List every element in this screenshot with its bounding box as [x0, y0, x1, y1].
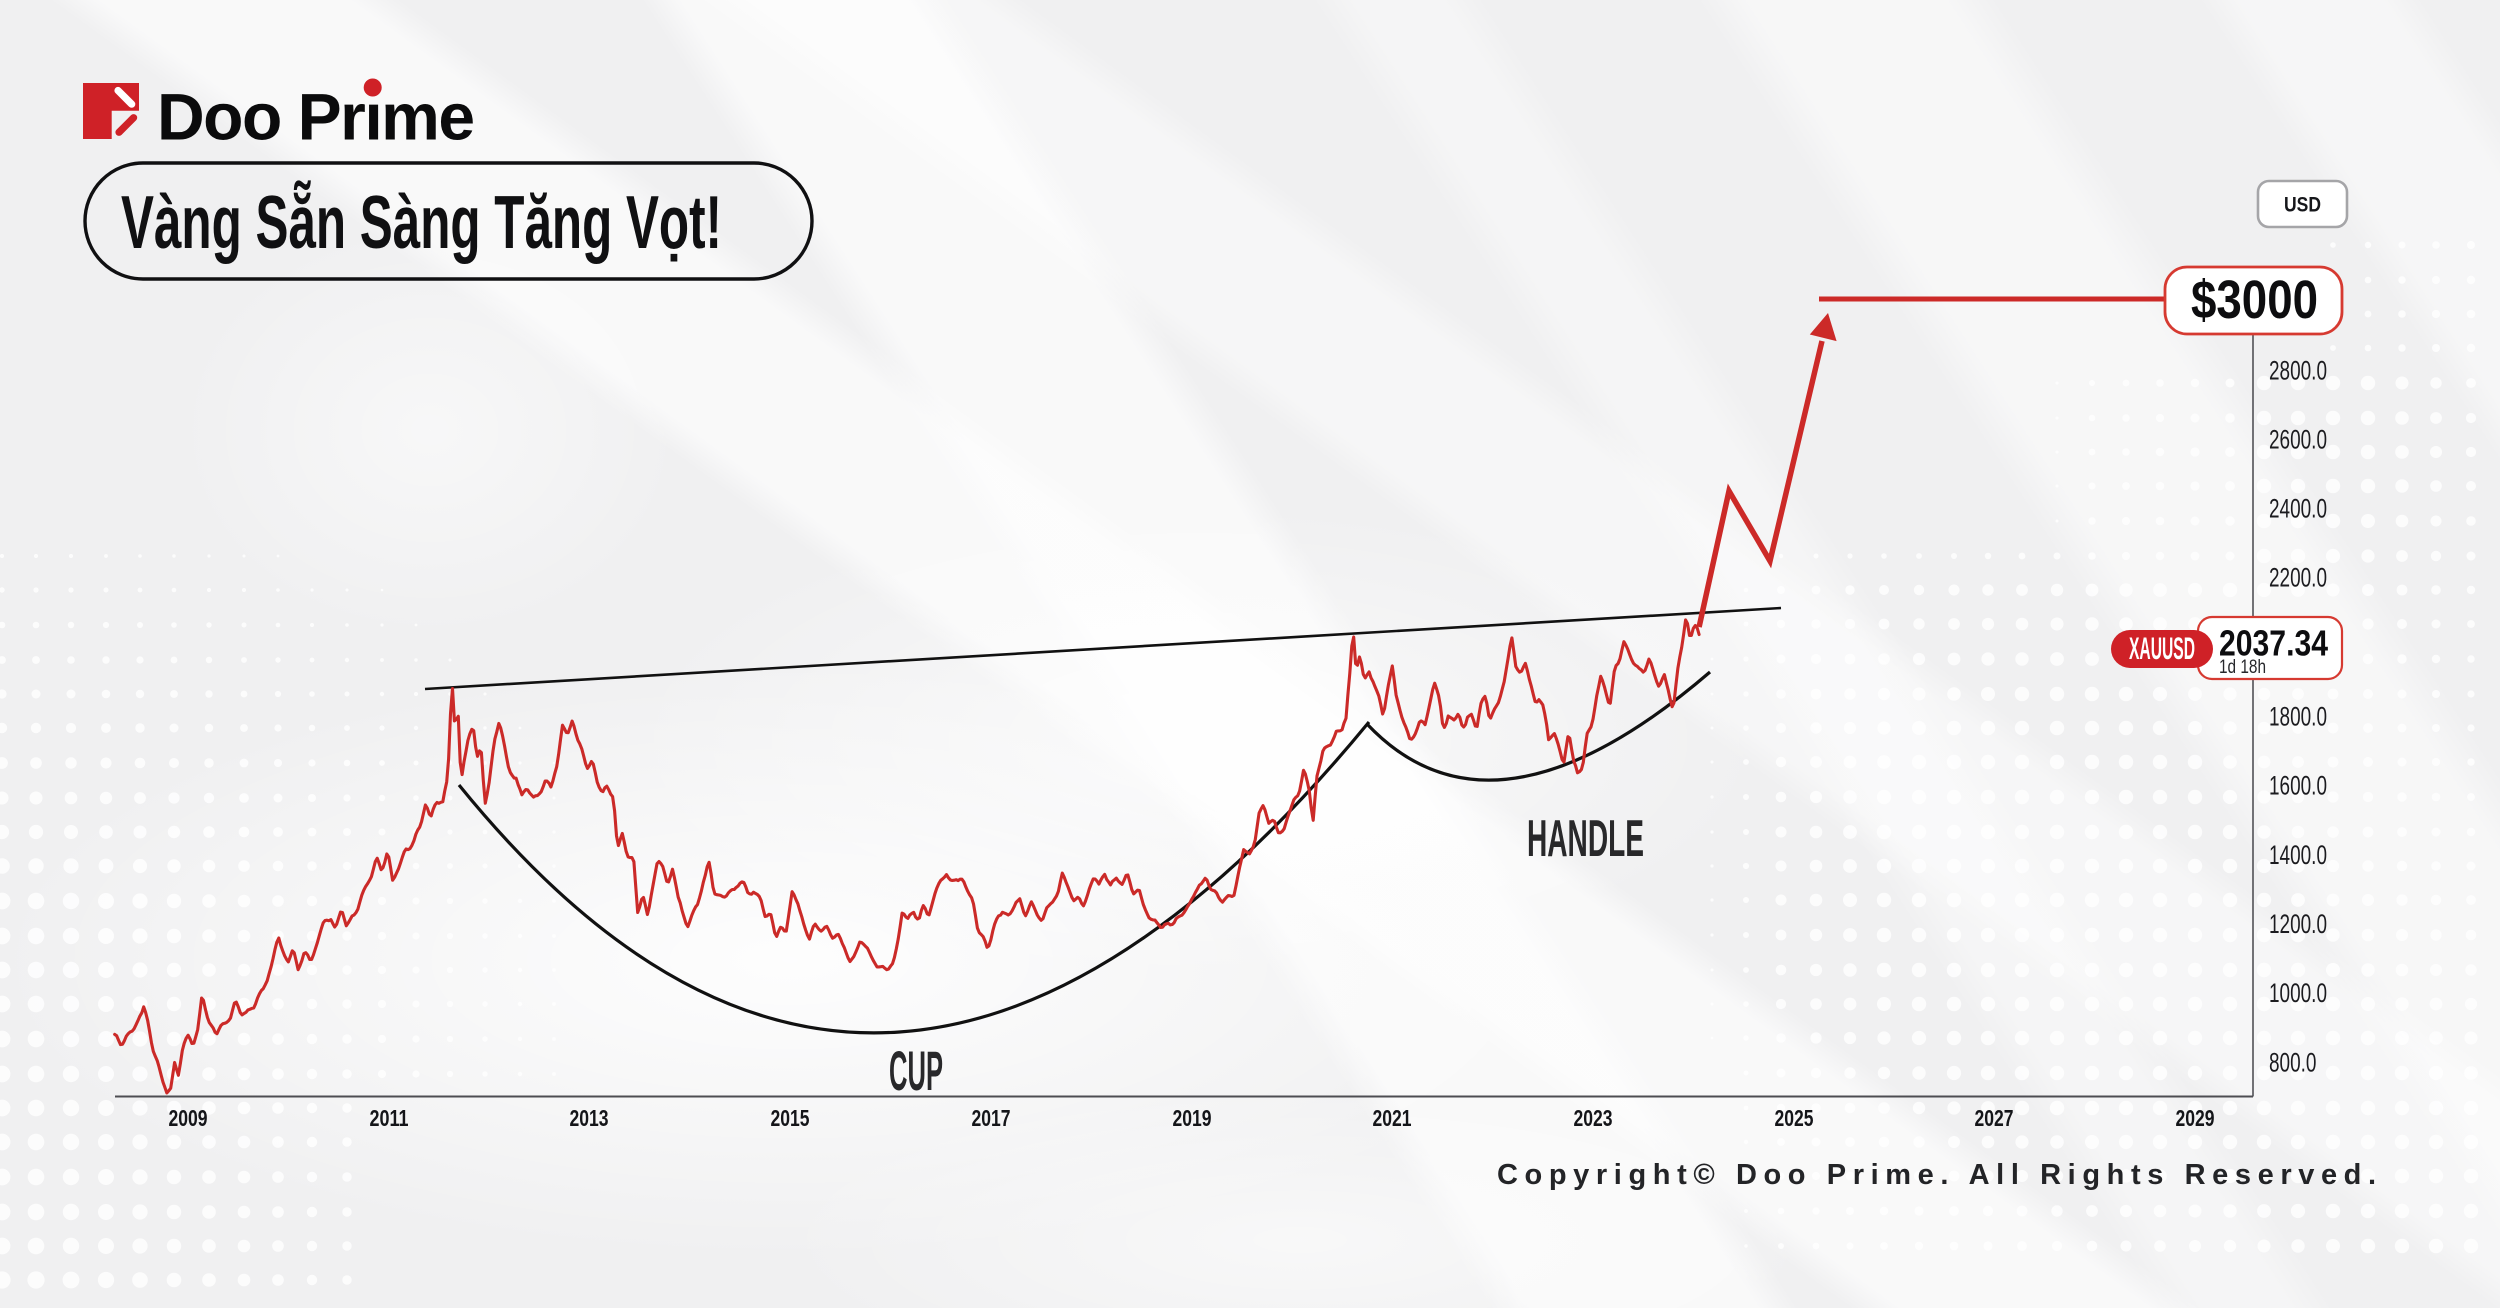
svg-text:Copyright© Doo Prime. All Righ: Copyright© Doo Prime. All Rights Reserve… — [1497, 1159, 2383, 1191]
svg-text:2029: 2029 — [2176, 1105, 2215, 1131]
svg-text:1400.0: 1400.0 — [2269, 840, 2327, 870]
svg-text:$3000: $3000 — [2191, 270, 2318, 330]
svg-text:XAUUSD: XAUUSD — [2129, 630, 2195, 666]
svg-text:2400.0: 2400.0 — [2269, 494, 2327, 524]
svg-text:2015: 2015 — [771, 1105, 810, 1131]
svg-text:2200.0: 2200.0 — [2269, 563, 2327, 593]
svg-text:Vàng Sẵn Sàng Tăng Vọt!: Vàng Sẵn Sàng Tăng Vọt! — [121, 180, 722, 264]
svg-text:2017: 2017 — [972, 1105, 1011, 1131]
svg-text:2025: 2025 — [1775, 1105, 1814, 1131]
svg-text:1000.0: 1000.0 — [2269, 978, 2327, 1008]
svg-text:2021: 2021 — [1373, 1105, 1412, 1131]
svg-text:CUP: CUP — [889, 1039, 943, 1102]
svg-text:HANDLE: HANDLE — [1527, 810, 1644, 868]
svg-text:2009: 2009 — [169, 1105, 208, 1131]
svg-text:1800.0: 1800.0 — [2269, 702, 2327, 732]
svg-text:2800.0: 2800.0 — [2269, 356, 2327, 386]
svg-text:2600.0: 2600.0 — [2269, 425, 2327, 455]
svg-text:2037.34: 2037.34 — [2219, 623, 2328, 664]
svg-text:1600.0: 1600.0 — [2269, 771, 2327, 801]
svg-text:1d 18h: 1d 18h — [2219, 657, 2266, 678]
svg-text:2027: 2027 — [1975, 1105, 2014, 1131]
svg-text:2019: 2019 — [1173, 1105, 1212, 1131]
svg-text:Doo Prıme: Doo Prıme — [157, 79, 474, 153]
svg-text:1200.0: 1200.0 — [2269, 909, 2327, 939]
svg-text:2011: 2011 — [370, 1105, 409, 1131]
svg-text:2013: 2013 — [570, 1105, 609, 1131]
svg-text:USD: USD — [2284, 193, 2321, 217]
svg-text:800.0: 800.0 — [2269, 1048, 2317, 1078]
svg-text:2023: 2023 — [1574, 1105, 1613, 1131]
